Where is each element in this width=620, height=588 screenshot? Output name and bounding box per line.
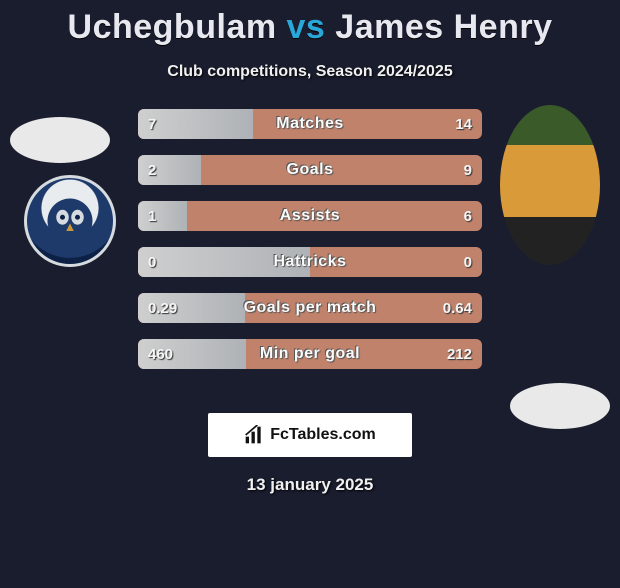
stat-value-right: 6 bbox=[464, 201, 472, 231]
stat-label: Goals per match bbox=[138, 293, 482, 323]
stat-row-assists: 1Assists6 bbox=[138, 201, 482, 231]
player2-club-badge-placeholder bbox=[510, 383, 610, 429]
stat-label: Assists bbox=[138, 201, 482, 231]
stat-row-goals: 2Goals9 bbox=[138, 155, 482, 185]
player1-photo-placeholder bbox=[10, 117, 110, 163]
stat-label: Goals bbox=[138, 155, 482, 185]
watermark[interactable]: FcTables.com bbox=[208, 413, 412, 457]
stat-label: Matches bbox=[138, 109, 482, 139]
stat-bars: 7Matches14 2Goals9 1Assists6 0Hattricks0 0.2… bbox=[138, 109, 482, 385]
stat-label: Min per goal bbox=[138, 339, 482, 369]
date-text: 13 january 2025 bbox=[0, 475, 620, 495]
stat-row-goals-per-match: 0.29Goals per match0.64 bbox=[138, 293, 482, 323]
player2-photo bbox=[500, 105, 600, 265]
stat-value-right: 14 bbox=[455, 109, 472, 139]
player1-name: Uchegbulam bbox=[68, 8, 277, 46]
stat-value-right: 212 bbox=[447, 339, 472, 369]
owl-icon bbox=[45, 196, 95, 246]
stat-row-min-per-goal: 460Min per goal212 bbox=[138, 339, 482, 369]
vs-text: vs bbox=[287, 8, 326, 46]
player2-name: James Henry bbox=[335, 8, 552, 46]
stat-label: Hattricks bbox=[138, 247, 482, 277]
stat-value-right: 0 bbox=[464, 247, 472, 277]
chart-icon bbox=[244, 425, 264, 445]
player1-club-badge bbox=[24, 175, 116, 267]
stat-row-matches: 7Matches14 bbox=[138, 109, 482, 139]
watermark-text: FcTables.com bbox=[270, 426, 376, 444]
comparison-stage: 7Matches14 2Goals9 1Assists6 0Hattricks0 0.2… bbox=[0, 109, 620, 409]
comparison-title: Uchegbulam vs James Henry bbox=[0, 8, 620, 47]
stat-value-right: 0.64 bbox=[443, 293, 472, 323]
stat-row-hattricks: 0Hattricks0 bbox=[138, 247, 482, 277]
stat-value-right: 9 bbox=[464, 155, 472, 185]
subtitle: Club competitions, Season 2024/2025 bbox=[0, 63, 620, 81]
